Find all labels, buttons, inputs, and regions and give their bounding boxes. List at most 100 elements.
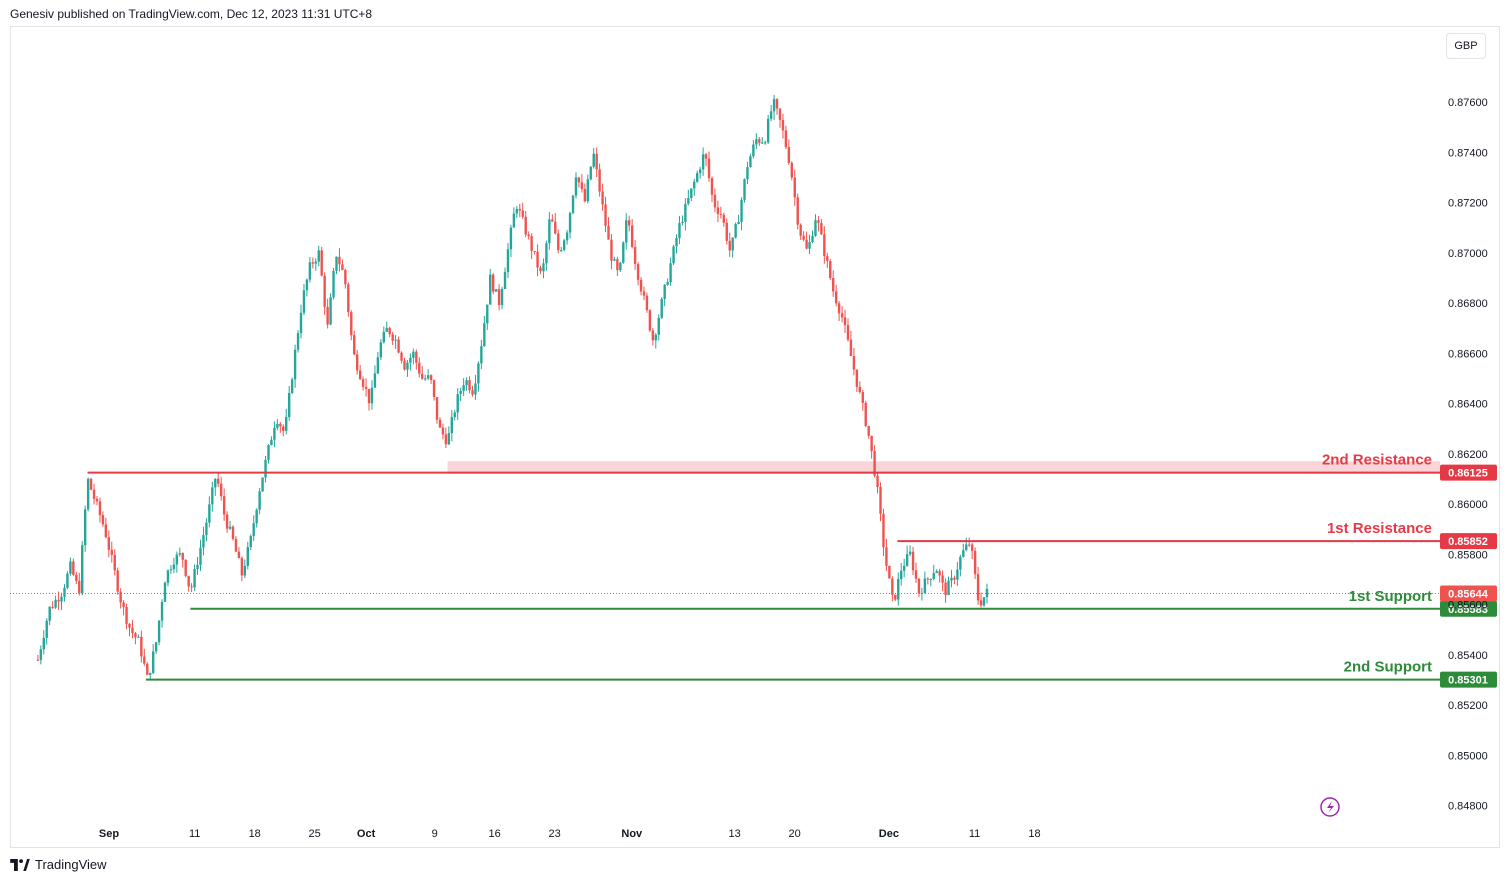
candle-body xyxy=(338,256,341,265)
candle-body xyxy=(920,593,924,595)
candle-body xyxy=(432,380,436,398)
candle-body xyxy=(769,111,773,119)
candle-body xyxy=(944,582,947,595)
candle-body xyxy=(314,261,317,264)
candle-body xyxy=(693,181,696,189)
candle-body xyxy=(734,224,737,238)
candle-body xyxy=(820,222,823,235)
candle-body xyxy=(81,545,84,594)
candle-body xyxy=(861,392,864,403)
y-tick-label: 0.85800 xyxy=(1448,549,1488,561)
candle-body xyxy=(509,227,513,250)
candle-body xyxy=(929,578,932,580)
y-tick-label: 0.85600 xyxy=(1448,600,1488,612)
candle-body xyxy=(610,239,613,261)
candle-body xyxy=(441,427,445,435)
candle-body xyxy=(846,325,850,340)
support-level-label: 1st Support xyxy=(1349,588,1432,605)
y-tick-label: 0.86400 xyxy=(1448,399,1488,411)
candle-body xyxy=(675,238,678,247)
candle-body xyxy=(95,498,99,502)
candle-body xyxy=(622,242,625,263)
resistance-price-tag-text: 0.86125 xyxy=(1448,468,1488,480)
resistance-price-tag xyxy=(1440,464,1497,481)
resistance-level-label: 2nd Resistance xyxy=(1322,452,1432,469)
candle-body xyxy=(737,221,740,225)
candle-body xyxy=(701,154,705,170)
candle-body xyxy=(545,243,548,264)
candle-body xyxy=(361,379,365,387)
candle-body xyxy=(562,240,566,251)
candle-body xyxy=(873,451,876,476)
candle-body xyxy=(583,189,587,202)
candle-body xyxy=(421,373,424,379)
candle-body xyxy=(293,349,297,380)
candle-body xyxy=(533,250,536,252)
resistance-zone xyxy=(447,461,1440,474)
candle-body xyxy=(506,249,510,272)
candle-body xyxy=(282,426,285,431)
support-price-tag xyxy=(1440,600,1497,617)
candle-body xyxy=(669,263,672,283)
candle-body xyxy=(764,142,767,144)
candle-body xyxy=(329,297,332,325)
candle-body xyxy=(979,600,983,606)
candle-body xyxy=(116,570,119,592)
candle-body xyxy=(267,445,270,460)
candle-body xyxy=(456,394,459,413)
candle-body xyxy=(808,242,811,249)
candle-body xyxy=(645,295,649,311)
x-tick-label: Sep xyxy=(99,828,119,840)
candle-body xyxy=(536,251,539,268)
candle-body xyxy=(796,197,799,225)
support-level-label: 2nd Support xyxy=(1344,659,1432,676)
candle-body xyxy=(687,197,690,204)
candle-body xyxy=(923,578,927,594)
y-tick-label: 0.86200 xyxy=(1448,449,1488,461)
candle-body xyxy=(530,236,533,251)
candle-body xyxy=(897,579,900,600)
candle-body xyxy=(965,544,968,551)
candle-body xyxy=(902,565,906,571)
candle-body xyxy=(571,195,575,213)
candle-body xyxy=(619,262,622,271)
candle-body xyxy=(364,386,368,389)
candle-body xyxy=(681,221,684,224)
candle-body xyxy=(882,513,885,548)
candle-body xyxy=(237,551,241,559)
tradingview-logo-icon xyxy=(10,858,30,871)
candle-body xyxy=(752,144,755,157)
candle-body xyxy=(580,182,584,190)
x-tick-label: 11 xyxy=(969,828,980,840)
candle-body xyxy=(98,501,102,516)
candle-body xyxy=(344,269,347,285)
candle-body xyxy=(459,391,462,395)
candle-body xyxy=(222,496,226,515)
candle-body xyxy=(515,208,519,214)
x-tick-label: 20 xyxy=(788,828,800,840)
candle-body xyxy=(968,544,971,546)
y-tick-label: 0.84800 xyxy=(1448,801,1488,813)
candle-body xyxy=(299,312,303,334)
candle-body xyxy=(817,220,820,223)
candle-body xyxy=(181,553,184,560)
candle-body xyxy=(613,259,616,261)
candle-body xyxy=(373,373,377,388)
candle-body xyxy=(970,544,974,551)
currency-button[interactable]: GBP xyxy=(1446,33,1486,59)
candle-body xyxy=(657,317,660,335)
candle-body xyxy=(982,597,986,606)
candle-body xyxy=(663,284,666,299)
candle-body xyxy=(72,561,75,575)
candle-body xyxy=(296,333,300,350)
candle-body xyxy=(477,363,480,384)
lightning-icon[interactable] xyxy=(1320,797,1340,817)
candle-body xyxy=(559,250,563,252)
candle-body xyxy=(962,550,965,557)
candle-body xyxy=(311,262,315,264)
candle-body xyxy=(285,417,288,431)
candle-body xyxy=(332,270,335,298)
candle-body xyxy=(270,439,273,446)
candle-body xyxy=(438,419,442,428)
